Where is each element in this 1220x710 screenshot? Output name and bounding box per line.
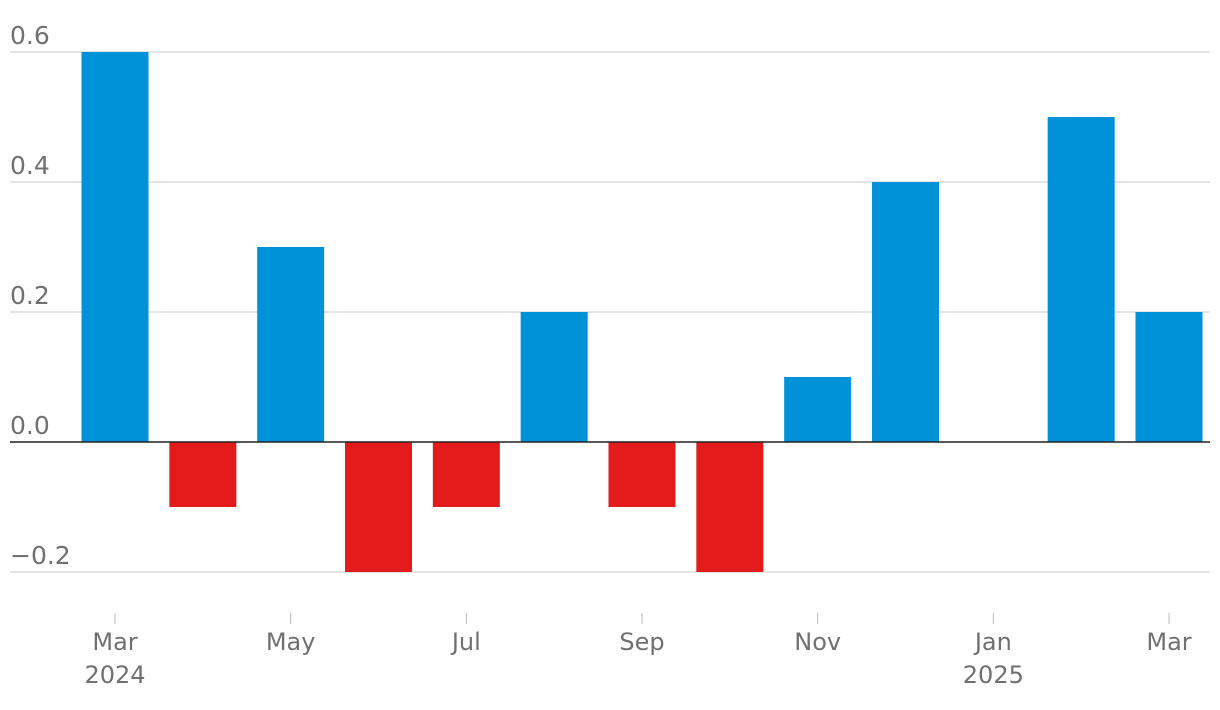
bar <box>1047 117 1115 442</box>
y-tick-label: 0.4 <box>10 151 50 180</box>
bar <box>520 312 588 442</box>
x-tick-label: Mar <box>92 628 137 656</box>
x-tick-year-label: 2025 <box>963 661 1024 689</box>
y-tick-label: −0.2 <box>10 541 71 570</box>
y-tick-label: 0.2 <box>10 281 50 310</box>
bar <box>169 442 237 507</box>
bar-layer <box>81 52 1203 572</box>
bar <box>345 442 412 572</box>
bar <box>1135 312 1203 442</box>
bar <box>257 247 325 442</box>
x-tick-label: Jul <box>450 628 481 656</box>
bar <box>872 182 939 442</box>
bar <box>608 442 676 507</box>
y-tick-label: 0.0 <box>10 411 50 440</box>
x-tick-label: Sep <box>619 628 664 656</box>
y-tick-label: 0.6 <box>10 21 50 50</box>
x-tick-label: Jan <box>973 628 1012 656</box>
bar <box>432 442 500 507</box>
bar <box>784 377 852 442</box>
x-tick-year-label: 2024 <box>84 661 145 689</box>
x-tick-label: Nov <box>794 628 841 656</box>
axis-layer: 0.6 0.4 0.2 0.0 −0.2 Mar 2024 May Jul Sep Nov Jan 20… <box>10 21 1210 689</box>
x-tick-label: Mar <box>1146 628 1191 656</box>
bar <box>696 442 764 572</box>
grid-layer <box>10 51 1210 573</box>
x-tick-label: May <box>266 628 316 656</box>
bar <box>81 52 149 442</box>
